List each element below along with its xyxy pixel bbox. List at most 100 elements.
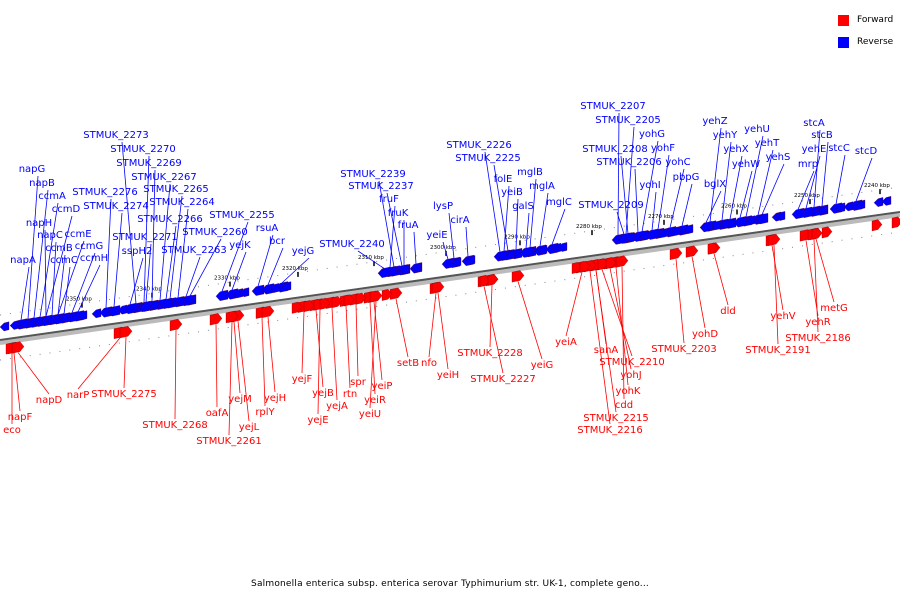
- gene-label[interactable]: yehT: [755, 138, 780, 149]
- gene-label[interactable]: bglX: [704, 179, 726, 190]
- gene-label[interactable]: STMUK_2191: [745, 345, 810, 356]
- gene-arrow[interactable]: [669, 247, 683, 260]
- gene-label[interactable]: spr: [350, 377, 367, 388]
- gene-arrow-unlabeled[interactable]: [671, 225, 682, 236]
- gene-arrow-unlabeled[interactable]: [683, 224, 694, 234]
- gene-label[interactable]: yehZ: [702, 116, 727, 127]
- gene-label[interactable]: yehW: [732, 159, 760, 170]
- gene-label[interactable]: STMUK_2206: [596, 157, 661, 168]
- gene-label[interactable]: STMUK_2265: [143, 184, 208, 195]
- gene-arrow-unlabeled[interactable]: [175, 296, 186, 307]
- gene-arrow-unlabeled[interactable]: [149, 300, 160, 310]
- gene-arrow[interactable]: [261, 283, 275, 295]
- gene-arrow-unlabeled[interactable]: [45, 314, 56, 325]
- gene-label[interactable]: fruA: [398, 220, 419, 231]
- gene-label[interactable]: STMUK_2261: [196, 436, 261, 447]
- gene-label[interactable]: STMUK_2215: [583, 413, 648, 424]
- gene-arrow[interactable]: [615, 255, 629, 268]
- gene-label[interactable]: narP: [67, 390, 90, 401]
- gene-label[interactable]: yejA: [326, 401, 348, 412]
- reverse-gene-STMUK_2255[interactable]: STMUK_2255: [209, 210, 275, 301]
- gene-label[interactable]: fruF: [379, 194, 399, 205]
- gene-label[interactable]: oafA: [206, 408, 229, 419]
- reverse-gene-mrp[interactable]: mrp: [791, 159, 818, 220]
- gene-label[interactable]: yejK: [229, 240, 251, 251]
- gene-label[interactable]: mrp: [798, 159, 818, 170]
- gene-label[interactable]: stcC: [828, 143, 850, 154]
- gene-label[interactable]: STMUK_2276: [72, 187, 137, 198]
- gene-arrow[interactable]: [617, 232, 631, 244]
- gene-label[interactable]: STMUK_2205: [595, 115, 660, 126]
- gene-arrow[interactable]: [755, 213, 769, 225]
- gene-arrow-unlabeled[interactable]: [239, 287, 250, 298]
- gene-arrow-unlabeled[interactable]: [579, 260, 591, 273]
- forward-gene-yeiG[interactable]: yeiG: [511, 270, 553, 371]
- gene-label[interactable]: ccmE: [64, 229, 91, 240]
- gene-label[interactable]: STMUK_2216: [577, 425, 642, 436]
- gene-arrow-unlabeled[interactable]: [343, 294, 355, 307]
- gene-label[interactable]: STMUK_2240: [319, 239, 384, 250]
- gene-label[interactable]: stcD: [855, 146, 878, 157]
- gene-arrow-unlabeled[interactable]: [871, 219, 883, 232]
- gene-arrow-unlabeled[interactable]: [269, 283, 280, 293]
- gene-label[interactable]: STMUK_2209: [578, 200, 643, 211]
- gene-arrow-unlabeled[interactable]: [9, 320, 20, 330]
- gene-arrow-unlabeled[interactable]: [605, 257, 617, 270]
- gene-label[interactable]: yeiA: [555, 337, 577, 348]
- gene-label[interactable]: STMUK_2203: [651, 344, 716, 355]
- gene-label[interactable]: napD: [36, 395, 63, 406]
- gene-arrow[interactable]: [685, 245, 699, 258]
- gene-label[interactable]: yejH: [264, 393, 286, 404]
- gene-label[interactable]: mglA: [529, 181, 555, 192]
- forward-gene-STMUK_2191[interactable]: STMUK_2191: [745, 233, 811, 356]
- gene-arrow[interactable]: [215, 289, 229, 301]
- gene-label[interactable]: STMUK_2271: [112, 232, 177, 243]
- gene-label[interactable]: yehX: [723, 144, 748, 155]
- gene-label[interactable]: napB: [29, 178, 55, 189]
- gene-arrow-unlabeled[interactable]: [451, 257, 462, 267]
- gene-arrow-unlabeled[interactable]: [33, 316, 44, 327]
- gene-label[interactable]: stcA: [803, 118, 825, 129]
- reverse-gene-STMUK_2225[interactable]: STMUK_2225: [455, 153, 521, 261]
- gene-arrow-unlabeled[interactable]: [745, 215, 756, 226]
- gene-arrow-unlabeled[interactable]: [855, 199, 866, 210]
- gene-label[interactable]: cdd: [615, 400, 633, 411]
- gene-arrow-unlabeled[interactable]: [891, 216, 900, 229]
- gene-label[interactable]: stcB: [811, 130, 833, 141]
- gene-label[interactable]: STMUK_2207: [580, 101, 645, 112]
- gene-label[interactable]: dld: [720, 306, 735, 317]
- gene-label[interactable]: lysP: [433, 201, 453, 212]
- gene-arrow[interactable]: [159, 297, 173, 309]
- gene-arrow-unlabeled[interactable]: [291, 301, 303, 314]
- gene-arrow-unlabeled[interactable]: [659, 227, 670, 238]
- reverse-gene-STMUK_2266[interactable]: STMUK_2266: [137, 214, 203, 309]
- gene-label[interactable]: yeiE: [426, 230, 447, 241]
- gene-label[interactable]: yeiP: [372, 381, 393, 392]
- gene-label[interactable]: yejF: [292, 374, 313, 385]
- gene-label[interactable]: yehS: [766, 152, 791, 163]
- gene-arrow[interactable]: [119, 326, 133, 339]
- reverse-gene-stcC[interactable]: stcC: [828, 143, 850, 214]
- gene-label[interactable]: STMUK_2226: [446, 140, 511, 151]
- gene-label[interactable]: STMUK_2263: [161, 245, 226, 256]
- gene-arrow[interactable]: [107, 305, 121, 317]
- gene-label[interactable]: STMUK_2274: [83, 201, 148, 212]
- gene-arrow[interactable]: [225, 310, 239, 324]
- gene-arrow-unlabeled[interactable]: [319, 297, 331, 310]
- gene-arrow-unlabeled[interactable]: [811, 227, 823, 240]
- forward-gene-STMUK_2268[interactable]: STMUK_2268: [142, 318, 208, 431]
- reverse-gene-mglA[interactable]: mglA: [529, 181, 555, 256]
- gene-label[interactable]: napG: [19, 164, 46, 175]
- reverse-gene-folE[interactable]: folE: [494, 174, 513, 261]
- gene-label[interactable]: napC: [37, 230, 63, 241]
- forward-gene-yejB[interactable]: yejB: [309, 299, 334, 399]
- gene-arrow-unlabeled[interactable]: [77, 310, 88, 321]
- gene-label[interactable]: yehU: [744, 124, 770, 135]
- gene-label[interactable]: metG: [820, 303, 848, 314]
- gene-arrow[interactable]: [431, 281, 445, 294]
- gene-arrow-unlabeled[interactable]: [465, 255, 476, 265]
- gene-arrow[interactable]: [699, 221, 713, 233]
- gene-label[interactable]: napA: [10, 255, 36, 266]
- gene-arrow[interactable]: [767, 233, 781, 246]
- gene-label[interactable]: fruK: [388, 208, 409, 219]
